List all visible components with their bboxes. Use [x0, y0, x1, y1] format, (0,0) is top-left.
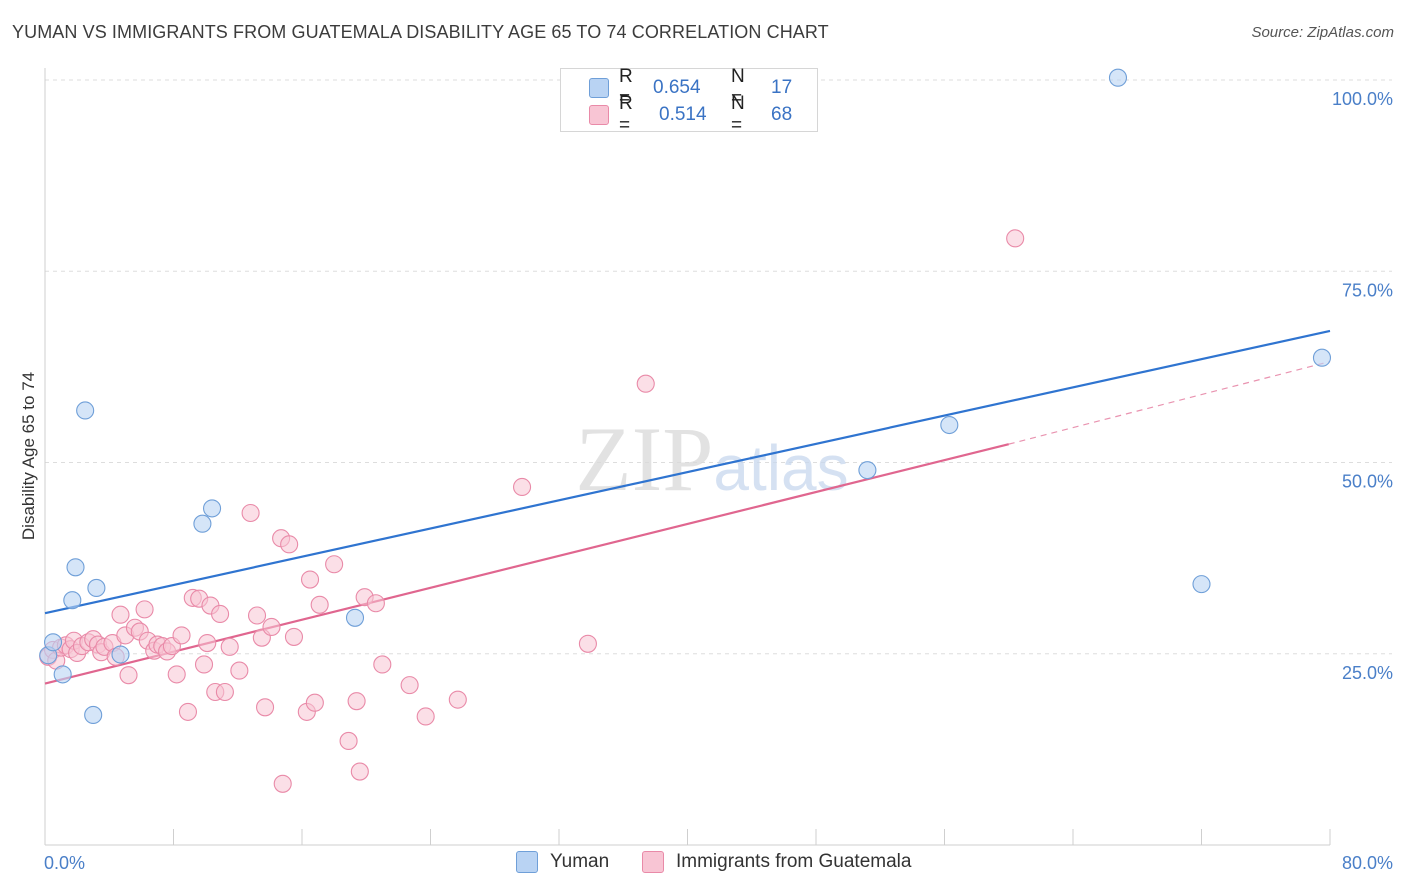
point-guatemala: [135, 600, 154, 619]
point-guatemala: [241, 503, 260, 523]
r-label: R =: [619, 66, 633, 109]
point-guatemala: [172, 626, 191, 645]
r-value: 0.514: [659, 104, 707, 125]
legend-label-guatemala: Immigrants from Guatemala: [676, 851, 912, 872]
point-guatemala: [305, 693, 324, 712]
point-guatemala: [247, 606, 267, 625]
point-yuman: [940, 415, 959, 435]
n-label: N =: [731, 93, 745, 136]
point-guatemala: [119, 666, 138, 685]
point-guatemala: [310, 595, 329, 614]
point-yuman: [1108, 68, 1128, 87]
point-guatemala: [280, 535, 299, 554]
trend-line-yuman: [44, 329, 1331, 615]
x-tick-label: 80.0%: [1342, 853, 1393, 873]
trend-line-guatemala-extension: [1008, 360, 1331, 445]
point-guatemala: [1006, 229, 1025, 248]
point-guatemala: [416, 707, 435, 726]
y-tick-label: 25.0%: [1342, 663, 1393, 683]
point-yuman: [193, 514, 212, 533]
point-yuman: [345, 608, 365, 627]
point-guatemala: [366, 594, 385, 613]
r-label: R =: [619, 93, 633, 136]
x-tick-label: 0.0%: [44, 853, 85, 873]
n-value: 17: [771, 77, 793, 98]
n-label: N =: [731, 66, 745, 109]
point-guatemala: [636, 374, 655, 393]
data-points: [39, 68, 1332, 793]
watermark-atlas: atlas: [713, 432, 848, 504]
chart-source: Source: ZipAtlas.com: [1251, 24, 1394, 41]
point-guatemala: [220, 637, 239, 656]
point-yuman: [66, 558, 85, 577]
chart-title: YUMAN VS IMMIGRANTS FROM GUATEMALA DISAB…: [12, 22, 829, 42]
point-guatemala: [373, 655, 392, 674]
point-yuman: [53, 665, 72, 684]
tick-labels: 100.0% 75.0% 50.0% 25.0% 0.0% 80.0%: [44, 89, 1393, 873]
point-yuman: [63, 591, 82, 610]
point-guatemala: [400, 676, 419, 695]
n-value: 68: [771, 104, 793, 125]
point-guatemala: [578, 634, 597, 653]
point-guatemala: [198, 633, 217, 653]
point-guatemala: [325, 555, 344, 574]
point-yuman: [1192, 575, 1211, 594]
series-legend: Yuman Immigrants from Guatemala: [0, 851, 1406, 879]
y-tick-label: 100.0%: [1332, 89, 1393, 109]
point-guatemala: [215, 682, 234, 702]
legend-item-yuman[interactable]: Yuman: [516, 851, 609, 873]
point-guatemala: [339, 731, 358, 751]
legend-item-guatemala[interactable]: Immigrants from Guatemala: [642, 851, 911, 873]
watermark: ZIPatlas: [575, 408, 848, 510]
point-guatemala: [300, 570, 320, 589]
point-yuman: [76, 401, 95, 420]
point-yuman: [858, 461, 877, 480]
point-guatemala: [194, 655, 214, 674]
point-yuman: [203, 499, 222, 518]
point-guatemala: [167, 665, 186, 684]
point-guatemala: [350, 762, 369, 781]
point-guatemala: [273, 774, 292, 793]
y-tick-label: 50.0%: [1342, 472, 1393, 492]
watermark-zip: ZIP: [575, 408, 713, 510]
point-guatemala: [256, 698, 275, 717]
point-guatemala: [111, 605, 130, 624]
grid-lines: [45, 79, 1392, 655]
point-guatemala: [178, 702, 198, 721]
point-guatemala: [211, 604, 230, 624]
point-yuman: [43, 633, 63, 652]
legend-label-yuman: Yuman: [550, 851, 610, 872]
guatemala-swatch: [642, 851, 664, 873]
point-guatemala: [448, 690, 467, 709]
yuman-swatch: [589, 78, 609, 98]
point-yuman: [84, 705, 103, 725]
correlation-legend: R = 0.654 N = 17 R = 0.514 N = 68: [560, 66, 818, 136]
point-guatemala: [230, 661, 249, 680]
point-guatemala: [284, 627, 304, 646]
yuman-swatch: [516, 851, 538, 873]
point-yuman: [111, 645, 130, 664]
point-yuman: [1312, 348, 1332, 367]
y-tick-label: 75.0%: [1342, 280, 1393, 300]
r-value: 0.654: [653, 77, 701, 98]
point-guatemala: [347, 692, 366, 711]
point-guatemala: [513, 477, 532, 497]
point-yuman: [87, 578, 106, 598]
axes: [44, 68, 1331, 846]
y-axis-title: Disability Age 65 to 74: [19, 372, 38, 540]
guatemala-swatch: [589, 105, 609, 125]
point-guatemala: [262, 617, 281, 637]
